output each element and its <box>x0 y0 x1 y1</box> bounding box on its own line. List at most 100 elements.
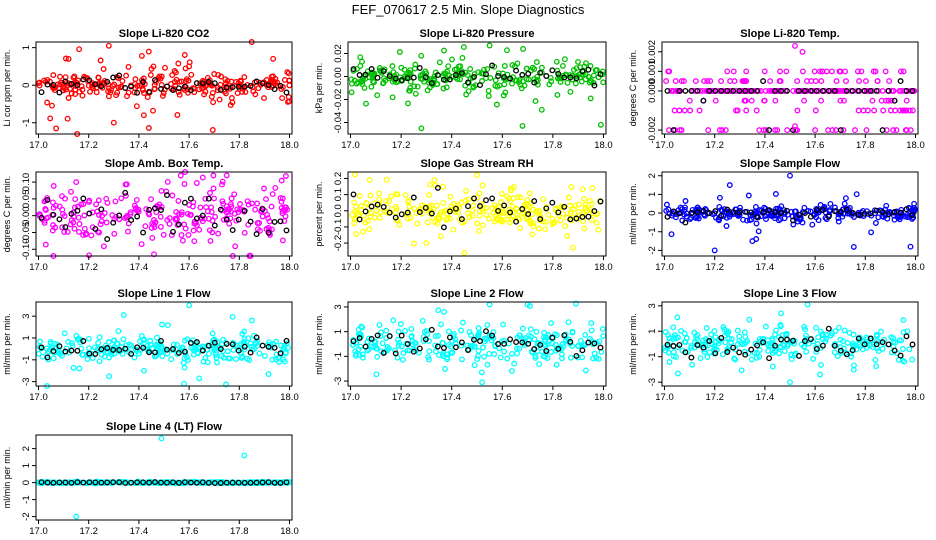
data-point <box>813 214 820 221</box>
outlier-point <box>110 119 117 126</box>
reference-point <box>253 334 260 341</box>
data-point <box>474 220 481 227</box>
outlier-point <box>73 513 80 520</box>
reference-point <box>193 215 200 222</box>
data-point <box>215 71 222 78</box>
data-point <box>228 203 235 210</box>
data-point <box>823 332 830 338</box>
data-point <box>382 197 389 204</box>
data-point <box>158 187 165 194</box>
data-point <box>686 97 693 104</box>
data-point <box>175 60 182 67</box>
data-point <box>408 325 415 332</box>
outlier-point <box>186 302 193 309</box>
data-point <box>138 332 145 339</box>
data-point <box>460 319 466 326</box>
data-point <box>466 214 473 220</box>
data-point <box>76 228 82 235</box>
reference-point <box>873 87 880 94</box>
data-point <box>823 335 830 342</box>
data-point <box>862 78 869 85</box>
reference-point <box>670 343 677 349</box>
data-point <box>159 321 165 328</box>
data-point <box>50 355 57 362</box>
data-point <box>762 323 769 330</box>
reference-point <box>56 343 63 350</box>
data-point <box>888 87 895 94</box>
reference-point <box>873 207 880 214</box>
data-point <box>174 341 181 348</box>
reference-point <box>549 67 556 74</box>
reference-point <box>253 231 260 238</box>
data-point <box>852 127 858 134</box>
data-point <box>444 354 451 361</box>
data-point <box>480 70 487 77</box>
reference-point <box>211 339 218 346</box>
data-point <box>216 96 223 103</box>
reference-point <box>452 72 459 78</box>
y-tick-label: 2 <box>21 446 32 451</box>
data-point <box>509 62 516 69</box>
reference-point <box>380 349 387 356</box>
data-point <box>432 342 439 349</box>
reference-point <box>897 78 904 85</box>
data-point <box>138 241 145 248</box>
x-tick-label: 18.0 <box>594 262 613 273</box>
reference-point <box>253 479 260 486</box>
data-point <box>200 344 207 351</box>
data-point <box>841 97 847 104</box>
data-point <box>97 57 104 64</box>
x-tick-label: 17.8 <box>856 392 875 403</box>
reference-point <box>513 67 520 74</box>
data-point <box>858 68 865 75</box>
data-point <box>370 344 377 350</box>
data-point <box>169 72 176 79</box>
reference-point <box>98 346 105 353</box>
data-point <box>197 479 204 486</box>
data-point <box>95 197 102 204</box>
data-point <box>41 219 48 226</box>
reference-point <box>283 227 290 234</box>
data-point <box>100 66 107 72</box>
data-point <box>36 82 43 89</box>
data-point <box>401 66 408 73</box>
reference-point <box>489 62 496 69</box>
data-point <box>719 351 726 358</box>
reference-point <box>879 339 886 346</box>
reference-point <box>241 207 248 214</box>
data-point <box>177 172 184 179</box>
data-point <box>533 59 540 66</box>
data-point <box>278 177 285 184</box>
data-point <box>704 354 711 360</box>
data-point <box>269 356 276 363</box>
reference-point <box>259 80 266 87</box>
y-axis: -0.10-0.050.000.050.10 <box>21 173 36 260</box>
data-point <box>85 335 92 342</box>
data-point <box>755 228 762 235</box>
reference-point <box>356 335 363 342</box>
data-point <box>178 211 185 218</box>
data-point <box>366 226 373 233</box>
data-point <box>232 243 239 250</box>
data-point <box>826 208 833 215</box>
data-point <box>254 200 261 207</box>
data-point <box>174 112 181 118</box>
panel-title: Slope Amb. Box Temp. <box>105 158 224 170</box>
reference-point <box>555 345 562 352</box>
data-point <box>199 218 206 225</box>
reference-point <box>128 217 135 224</box>
reference-point <box>74 479 81 486</box>
outlier-point <box>519 122 526 129</box>
data-point <box>864 336 871 343</box>
data-point <box>98 218 105 225</box>
y-tick-label: -1 <box>647 353 658 361</box>
x-tick-label: 18.0 <box>280 140 299 151</box>
data-point <box>508 367 515 374</box>
data-points <box>36 169 291 259</box>
reference-point <box>199 212 206 219</box>
reference-point <box>392 75 399 82</box>
reference-point <box>265 82 272 89</box>
data-point <box>484 361 491 368</box>
data-point <box>526 217 533 224</box>
